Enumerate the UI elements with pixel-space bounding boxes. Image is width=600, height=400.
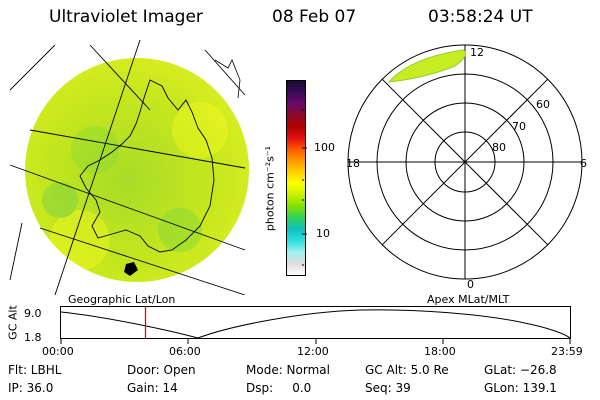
- time-tick-0600: 06:00: [169, 345, 201, 358]
- geographic-label: Geographic Lat/Lon: [68, 293, 176, 306]
- polar-label: Apex MLat/MLT: [427, 293, 510, 306]
- time-tick-1800: 18:00: [424, 345, 456, 358]
- time-axis-ticks: [60, 338, 571, 344]
- colorbar-tick-10: 10: [316, 227, 330, 240]
- time-tick-2359: 23:59: [551, 345, 583, 358]
- altitude-plot-frame: [60, 306, 571, 339]
- altitude-curve: [60, 309, 571, 339]
- auroral-coverage-patch: [387, 49, 467, 83]
- mlat-label-60: 60: [536, 98, 550, 111]
- time-tick-1200: 12:00: [297, 345, 329, 358]
- observation-date: 08 Feb 07: [272, 7, 357, 27]
- intensity-colorbar: [286, 80, 306, 276]
- dsp-status: Dsp: 0.0: [246, 381, 312, 395]
- colorbar-ticks: [302, 109, 307, 266]
- mlt-label-18: 18: [346, 157, 360, 170]
- mode-status: Mode: Normal: [246, 363, 330, 377]
- mlat-label-70: 70: [512, 120, 526, 133]
- ip-status: IP: 36.0: [8, 381, 54, 395]
- geographic-image-panel: [9, 40, 249, 295]
- alt-tick-low: 1.8: [24, 331, 42, 344]
- observation-time: 03:58:24 UT: [428, 7, 533, 27]
- altitude-timeline-plot: [60, 306, 571, 344]
- mlat-label-80: 80: [492, 141, 506, 154]
- tasmania: [124, 262, 138, 276]
- glon-status: GLon: 139.1: [484, 381, 557, 395]
- seq-status: Seq: 39: [365, 381, 411, 395]
- polar-mlat-mlt-panel: [347, 44, 583, 280]
- mlt-label-12: 12: [470, 46, 484, 59]
- colorbar-tick-100: 100: [314, 141, 335, 154]
- colorbar-unit-label: photon cm⁻²s⁻¹: [263, 145, 277, 232]
- coastline: [79, 79, 215, 253]
- gc-alt-status: GC Alt: 5.0 Re: [365, 363, 449, 377]
- mlt-label-0: 0: [467, 278, 474, 291]
- new-guinea-coast: [214, 59, 241, 99]
- polar-spokes: [348, 45, 582, 279]
- alt-tick-high: 9.0: [24, 307, 42, 320]
- filter-status: Flt: LBHL: [8, 363, 62, 377]
- lat-lon-grid: [9, 40, 246, 295]
- instrument-title: Ultraviolet Imager: [49, 7, 203, 27]
- gain-status: Gain: 14: [127, 381, 178, 395]
- mlt-label-6: 6: [580, 157, 587, 170]
- gc-alt-axis-label: GC Alt: [6, 305, 20, 340]
- time-tick-0000: 00:00: [42, 345, 74, 358]
- glat-status: GLat: −26.8: [484, 363, 557, 377]
- door-status: Door: Open: [127, 363, 196, 377]
